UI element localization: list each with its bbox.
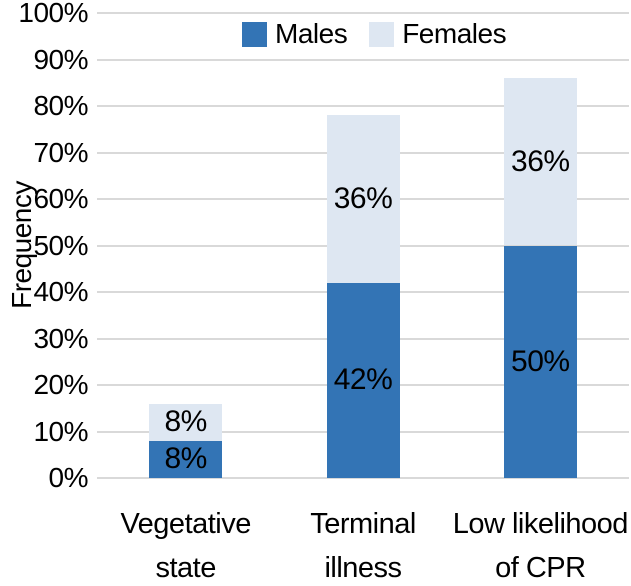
legend-item-males: Males: [242, 18, 348, 50]
bar-value-label: 8%: [164, 405, 207, 439]
bar-segment-females-2: 36%: [503, 78, 577, 246]
legend-item-females: Females: [369, 18, 507, 50]
gridline-0%: [97, 477, 629, 479]
y-tick-label: 20%: [33, 369, 88, 400]
y-tick-label: 0%: [48, 462, 89, 493]
bar-value-label: 36%: [511, 144, 570, 178]
males-swatch-icon: [242, 21, 267, 47]
bar-segment-females-1: 36%: [326, 115, 400, 283]
y-tick-label: 70%: [33, 136, 88, 168]
x-category-label-1: Terminal illness: [310, 508, 416, 584]
bar-segment-males-1: 42%: [326, 282, 400, 478]
bar-segment-females-0: 8%: [149, 403, 223, 441]
y-tick-label: 90%: [33, 43, 88, 75]
y-tick-label: 30%: [33, 322, 88, 354]
y-tick-label: 100%: [18, 0, 88, 28]
legend-label-females: Females: [402, 18, 507, 49]
bar-value-label: 42%: [333, 363, 393, 397]
bar-segment-males-0: 8%: [149, 440, 223, 478]
y-tick-label: 50%: [33, 229, 88, 261]
legend-label-males: Males: [275, 18, 348, 49]
bar-value-label: 8%: [164, 442, 207, 476]
gridline-80%: [97, 105, 629, 107]
bar-segment-males-2: 50%: [503, 245, 577, 478]
bar-value-label: 50%: [511, 344, 570, 378]
y-tick-label: 40%: [33, 276, 88, 307]
y-tick-label: 60%: [33, 183, 88, 214]
gridline-100%: [97, 12, 629, 14]
bar-value-label: 36%: [333, 181, 393, 215]
y-tick-label: 10%: [33, 415, 88, 447]
females-swatch-icon: [369, 21, 395, 47]
x-category-label-2: Low likelihood of CPR success: [452, 508, 629, 584]
legend: Males Females: [242, 18, 507, 50]
x-category-label-0: Vegetative state: [120, 508, 251, 584]
x-axis-labels: Vegetative state Terminal illness Low like…: [97, 502, 629, 586]
y-tick-label: 80%: [33, 90, 88, 121]
gridline-90%: [97, 58, 629, 61]
